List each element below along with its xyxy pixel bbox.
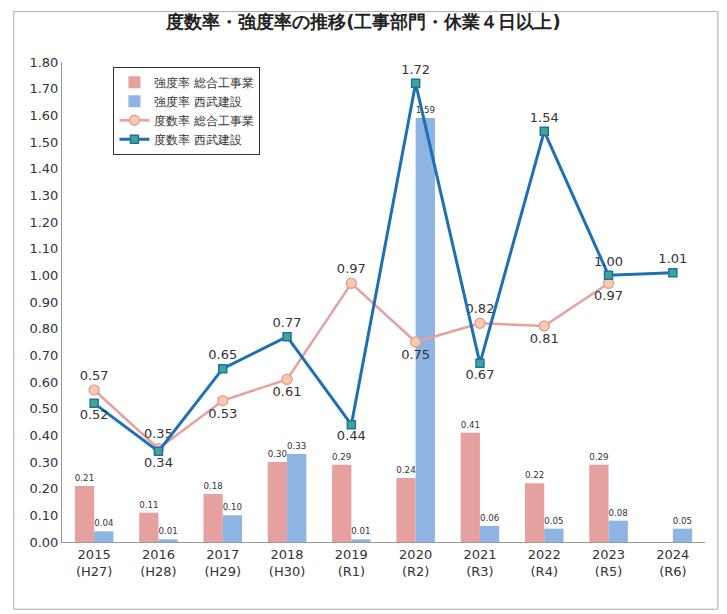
svg-text:0.35: 0.35 — [144, 426, 173, 441]
svg-text:0.52: 0.52 — [80, 407, 109, 422]
svg-text:0.90: 0.90 — [29, 295, 58, 310]
svg-text:0.97: 0.97 — [594, 288, 623, 303]
svg-text:0.11: 0.11 — [139, 500, 158, 510]
svg-text:0.10: 0.10 — [223, 502, 242, 512]
svg-text:0.40: 0.40 — [29, 428, 58, 443]
svg-text:0.70: 0.70 — [29, 348, 58, 363]
svg-text:2021(R3): 2021(R3) — [463, 547, 496, 579]
svg-text:0.80: 0.80 — [29, 321, 58, 336]
svg-text:1.54: 1.54 — [530, 110, 559, 125]
svg-text:0.67: 0.67 — [465, 367, 494, 382]
svg-text:0.24: 0.24 — [396, 465, 416, 475]
svg-text:1.72: 1.72 — [401, 62, 430, 77]
svg-text:0.00: 0.00 — [29, 535, 58, 550]
svg-text:0.81: 0.81 — [530, 331, 559, 346]
svg-text:2018(H30): 2018(H30) — [269, 547, 305, 579]
svg-text:1.40: 1.40 — [29, 161, 58, 176]
svg-text:1.80: 1.80 — [29, 55, 58, 70]
svg-text:0.10: 0.10 — [29, 508, 58, 523]
svg-text:1.00: 1.00 — [594, 254, 623, 269]
svg-text:0.75: 0.75 — [401, 347, 430, 362]
svg-text:1.10: 1.10 — [29, 241, 58, 256]
svg-text:1.70: 1.70 — [29, 81, 58, 96]
svg-text:0.29: 0.29 — [589, 452, 608, 462]
svg-text:2020(R2): 2020(R2) — [399, 547, 432, 579]
svg-text:0.06: 0.06 — [480, 513, 499, 523]
svg-text:2016(H28): 2016(H28) — [140, 547, 176, 579]
svg-text:2022(R4): 2022(R4) — [528, 547, 561, 579]
svg-text:2015(H27): 2015(H27) — [76, 547, 112, 579]
svg-text:強度率 総合工事業: 強度率 総合工事業 — [154, 76, 254, 90]
svg-text:0.01: 0.01 — [351, 526, 370, 536]
svg-text:1.00: 1.00 — [29, 268, 58, 283]
svg-text:0.57: 0.57 — [80, 368, 109, 383]
svg-text:0.60: 0.60 — [29, 375, 58, 390]
svg-text:1.01: 1.01 — [658, 251, 687, 266]
svg-text:0.04: 0.04 — [94, 518, 114, 528]
svg-text:0.34: 0.34 — [144, 455, 173, 470]
svg-text:0.01: 0.01 — [158, 526, 177, 536]
svg-text:0.05: 0.05 — [673, 516, 692, 526]
svg-text:0.30: 0.30 — [29, 455, 58, 470]
svg-text:0.82: 0.82 — [465, 301, 494, 316]
svg-text:1.50: 1.50 — [29, 135, 58, 150]
svg-text:0.20: 0.20 — [29, 481, 58, 496]
svg-text:1.59: 1.59 — [416, 105, 435, 115]
svg-text:0.08: 0.08 — [609, 508, 628, 518]
svg-text:2024(R6): 2024(R6) — [656, 547, 689, 579]
svg-text:2023(R5): 2023(R5) — [592, 547, 625, 579]
svg-text:1.60: 1.60 — [29, 108, 58, 123]
svg-text:1.30: 1.30 — [29, 188, 58, 203]
svg-text:1.20: 1.20 — [29, 215, 58, 230]
svg-text:0.50: 0.50 — [29, 401, 58, 416]
svg-text:0.22: 0.22 — [525, 470, 544, 480]
svg-text:0.44: 0.44 — [337, 428, 366, 443]
svg-text:0.18: 0.18 — [203, 481, 222, 491]
svg-text:0.97: 0.97 — [337, 261, 366, 276]
svg-text:0.33: 0.33 — [287, 441, 306, 451]
svg-text:0.05: 0.05 — [544, 516, 563, 526]
svg-text:度数率・強度率の推移(工事部門・休業４日以上): 度数率・強度率の推移(工事部門・休業４日以上) — [165, 11, 560, 32]
svg-text:度数率 総合工事業: 度数率 総合工事業 — [154, 114, 254, 128]
svg-text:強度率 西武建設: 強度率 西武建設 — [154, 95, 242, 109]
svg-text:2019(R1): 2019(R1) — [335, 547, 368, 579]
svg-text:0.21: 0.21 — [75, 473, 94, 483]
svg-text:2017(H29): 2017(H29) — [205, 547, 241, 579]
svg-text:0.41: 0.41 — [461, 420, 480, 430]
svg-text:0.30: 0.30 — [268, 449, 287, 459]
svg-text:度数率 西武建設: 度数率 西武建設 — [154, 133, 242, 147]
svg-text:0.29: 0.29 — [332, 452, 351, 462]
svg-text:0.77: 0.77 — [273, 315, 302, 330]
svg-text:0.65: 0.65 — [208, 347, 237, 362]
svg-text:0.61: 0.61 — [273, 384, 302, 399]
svg-text:0.53: 0.53 — [208, 406, 237, 421]
